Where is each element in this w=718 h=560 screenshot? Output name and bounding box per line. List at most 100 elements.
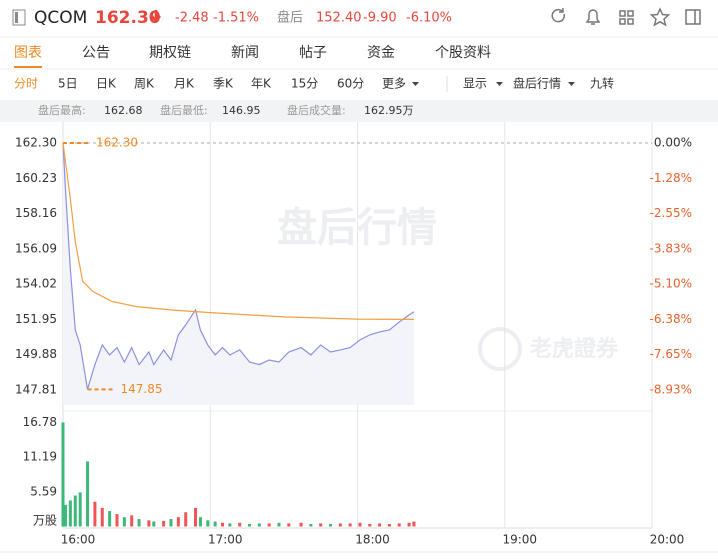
volume-bar [267, 523, 271, 527]
annotation: 162.30 [96, 136, 138, 150]
watermark: 老虎證券 [529, 336, 619, 362]
volume-tick-label: 11.19 [23, 450, 57, 464]
volume-bar [299, 522, 303, 527]
x-tick-label: 18:00 [355, 533, 390, 547]
volume-bar [78, 492, 82, 527]
volume-bar [100, 507, 104, 527]
volume-unit: 万股 [33, 514, 57, 528]
tab[interactable]: 图表 [14, 45, 42, 61]
stat-value: 146.95 [222, 104, 261, 117]
tab[interactable]: 个股资料 [435, 45, 491, 61]
volume-bar [368, 524, 372, 527]
header-change: -2.48 [175, 11, 209, 26]
stat-value: 162.68 [104, 104, 143, 117]
volume-bar [228, 523, 232, 527]
period-option[interactable]: 5日 [58, 77, 78, 91]
volume-bar [147, 520, 151, 527]
volume-bar [61, 422, 65, 527]
toolbar-icons [551, 7, 701, 27]
header-symbol: QCOM [34, 8, 87, 28]
volume-bar [397, 523, 401, 527]
header-after-price: 152.40 [316, 11, 362, 26]
tab[interactable]: 帖子 [299, 45, 327, 61]
volume-bar [63, 504, 67, 527]
volume-bar [130, 515, 134, 527]
volume-bar [407, 522, 411, 527]
chart-option[interactable]: 显示 [463, 77, 487, 91]
bell-icon[interactable] [585, 9, 601, 25]
stat-label: 盘后最低: [160, 103, 208, 117]
y2-tick-label: -7.65% [650, 347, 692, 361]
period-option[interactable]: 季K [213, 77, 234, 91]
volume-bar [238, 522, 242, 527]
menu-icon[interactable] [12, 9, 26, 26]
y-tick-label: 149.88 [15, 347, 57, 361]
volume-bar [338, 523, 342, 527]
volume-bar [309, 524, 313, 527]
x-tick-label: 20:00 [650, 533, 685, 547]
refresh-icon[interactable] [551, 8, 565, 23]
volume-bar [194, 507, 198, 527]
price-area [63, 143, 414, 405]
period-option[interactable]: 周K [134, 77, 155, 91]
volume-bar [287, 523, 291, 527]
y-tick-label: 154.02 [15, 277, 57, 291]
y2-tick-label: -8.93% [650, 383, 692, 397]
y-tick-label: 158.16 [15, 206, 57, 220]
volume-bar [213, 521, 217, 527]
volume-bar [221, 522, 225, 527]
y2-tick-label: -6.38% [650, 312, 692, 326]
stat-label: 盘后最高: [38, 103, 86, 117]
volume-bar [206, 520, 210, 527]
y-tick-label: 147.81 [15, 382, 57, 396]
header-price: 162.30 [95, 8, 161, 28]
volume-bar [319, 523, 323, 527]
period-option[interactable]: 60分 [337, 77, 364, 91]
y2-tick-label: -1.28% [650, 171, 692, 185]
chart-option[interactable]: 九转 [590, 76, 614, 91]
period-option[interactable]: 分时 [14, 77, 38, 91]
y2-tick-label: -2.55% [650, 206, 692, 220]
tab[interactable]: 公告 [82, 45, 110, 61]
annotation: 147.85 [121, 382, 163, 396]
x-tick-label: 19:00 [502, 533, 537, 547]
y2-tick-label: -3.83% [650, 241, 692, 255]
tab-underline [14, 66, 42, 68]
volume-bar [122, 517, 126, 527]
volume-bar [412, 521, 416, 527]
volume-tick-label: 16.78 [23, 415, 57, 429]
volume-bar [329, 524, 333, 527]
volume-bar [198, 517, 202, 527]
tab[interactable]: 资金 [367, 45, 395, 61]
tab[interactable]: 新闻 [231, 45, 259, 61]
period-option[interactable]: 年K [251, 77, 272, 91]
volume-bar [184, 512, 188, 527]
period-option[interactable]: 更多 [382, 77, 406, 91]
volume-bar [115, 514, 119, 527]
x-tick-label: 17:00 [208, 533, 243, 547]
sidebar-icon[interactable] [685, 9, 701, 25]
period-option[interactable]: 月K [174, 77, 195, 91]
y2-tick-label: -5.10% [650, 277, 692, 291]
volume-bar [73, 495, 77, 527]
volume-bar [348, 523, 352, 527]
tab[interactable]: 期权链 [149, 45, 191, 61]
chart-option[interactable]: 盘后行情 [513, 76, 561, 91]
stats-bar [0, 100, 718, 122]
volume-bar [257, 523, 261, 527]
volume-bar [387, 524, 391, 527]
period-option[interactable]: 日K [96, 77, 117, 91]
stat-label: 盘后成交量: [287, 103, 346, 117]
header-after-label: 盘后 [277, 10, 303, 26]
volume-bar [86, 461, 90, 527]
star-icon[interactable] [649, 7, 671, 27]
volume-bar [277, 522, 281, 527]
volume-bar [93, 501, 97, 527]
menu-icon-bar [15, 12, 18, 23]
period-option[interactable]: 15分 [291, 77, 318, 91]
y2-tick-label: 0.00% [654, 135, 692, 149]
grid-icon[interactable] [619, 10, 634, 25]
volume-bar [176, 517, 180, 527]
